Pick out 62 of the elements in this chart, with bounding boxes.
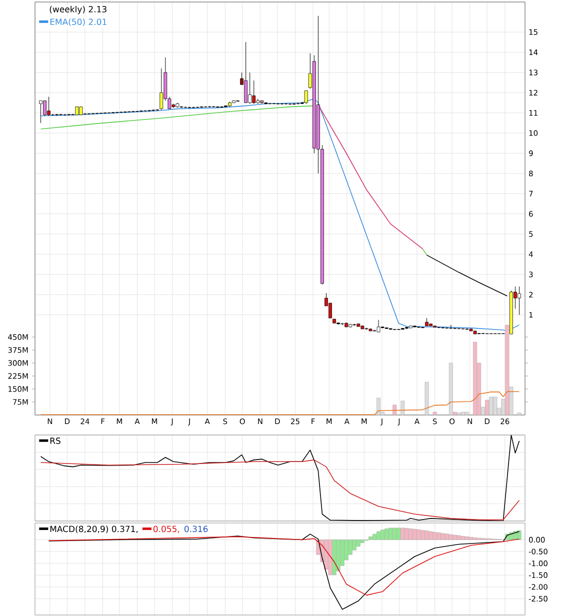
bar [420, 530, 425, 540]
bar [456, 535, 461, 540]
bar [384, 528, 389, 540]
bar [444, 534, 449, 540]
bar [336, 540, 340, 572]
bar [392, 528, 397, 540]
bar [517, 530, 522, 540]
candlestick [180, 106, 184, 108]
bar [408, 528, 413, 540]
bar [396, 528, 401, 540]
bar [469, 537, 473, 540]
line-series [40, 105, 315, 130]
candlestick [160, 68, 164, 110]
chart-title: (weekly) 2.13 [50, 6, 106, 14]
bar [372, 534, 376, 540]
candlestick [252, 80, 256, 104]
legend-label: EMA(50) 2.01 [50, 18, 106, 26]
bar [505, 324, 510, 415]
legend-label: MACD(8,20,9) 0.371, [50, 526, 138, 534]
bar [493, 396, 498, 415]
bar [416, 529, 421, 540]
bar [400, 528, 405, 540]
bar [432, 532, 437, 540]
bar [424, 382, 429, 415]
bar [473, 537, 478, 540]
candlestick [244, 42, 248, 104]
bar [360, 540, 364, 543]
bar [424, 530, 429, 540]
bar [440, 533, 445, 540]
line-series [40, 391, 520, 415]
legend-label: 0.055, [153, 526, 180, 533]
bar [473, 342, 478, 415]
bar [436, 532, 441, 540]
bar [380, 530, 385, 540]
annotation: 0.316 [184, 526, 208, 532]
bar [328, 540, 332, 576]
bar [485, 400, 490, 415]
bar [452, 534, 457, 540]
bar [465, 536, 469, 540]
legend-label: RS [50, 438, 60, 444]
bar [432, 412, 437, 415]
line-series [48, 536, 520, 596]
bar [404, 528, 409, 540]
bar [388, 528, 393, 540]
candlestick [47, 96, 50, 116]
line-series [426, 254, 508, 296]
bar [332, 540, 336, 576]
candlestick [39, 100, 42, 124]
bar [460, 536, 465, 540]
bar [460, 412, 465, 415]
bar [412, 528, 417, 540]
line-series [40, 98, 520, 332]
bar [448, 534, 453, 540]
candlestick [304, 90, 308, 104]
bar [356, 540, 360, 546]
bar [428, 531, 433, 540]
candlestick [43, 100, 46, 116]
bar [376, 531, 381, 540]
candlestick [248, 72, 252, 104]
candlestick [518, 286, 521, 316]
candlestick [376, 320, 380, 332]
bar [368, 536, 372, 540]
